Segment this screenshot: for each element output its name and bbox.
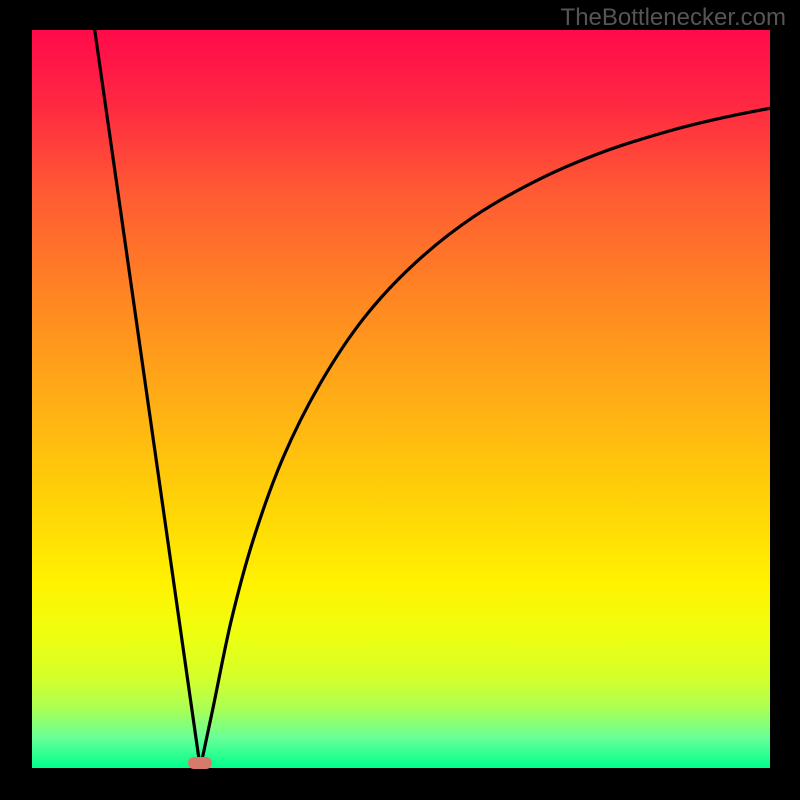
plot-area bbox=[32, 30, 770, 768]
minimum-marker bbox=[188, 757, 212, 769]
curve-layer bbox=[32, 30, 770, 768]
chart-frame: TheBottlenecker.com bbox=[0, 0, 800, 800]
watermark-text: TheBottlenecker.com bbox=[561, 4, 786, 32]
bottleneck-curve bbox=[95, 30, 770, 768]
